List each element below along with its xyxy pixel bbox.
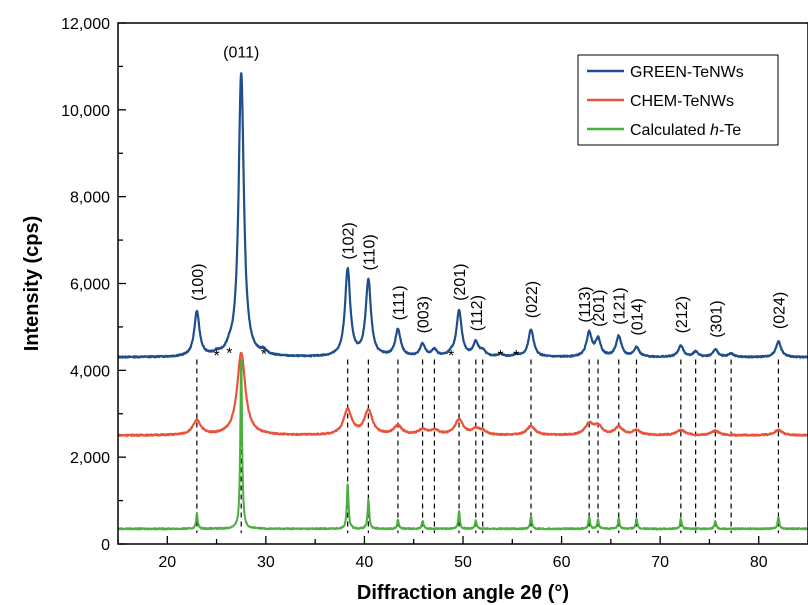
peak-label: (201) [452,264,469,301]
y-tick-label: 8,000 [70,190,110,207]
peak-label: (111) [391,285,408,320]
legend-label: CHEM-TeNWs [630,93,734,110]
x-tick-label: 50 [454,554,472,571]
peak-label: (022) [524,281,541,318]
peak-label: (212) [674,296,691,333]
peak-label: (121) [612,287,629,324]
y-tick-label: 4,000 [70,363,110,380]
x-axis-ticks: 20 30 40 50 60 70 80 [117,536,808,571]
peak-label: (301) [708,300,725,337]
y-axis-title: Intensity (cps) [21,216,43,352]
star-marker: * [497,348,503,365]
y-tick-label: 12,000 [61,16,110,33]
x-axis-title: Diffraction angle 2θ (°) [357,582,569,604]
peak-label: (113) [577,286,594,322]
x-tick-label: 60 [553,554,571,571]
star-marker: * [261,346,267,363]
x-tick-label: 70 [651,554,669,571]
y-tick-label: 6,000 [70,277,110,294]
y-tick-label: 2,000 [70,450,110,467]
peak-label: (201) [591,290,608,327]
series-line [117,351,808,437]
peak-label: (011) [223,45,259,62]
x-tick-label: 40 [356,554,374,571]
star-marker: * [226,346,232,363]
y-tick-label: 0 [101,537,110,554]
series-line [117,72,808,359]
legend: GREEN-TeNWs CHEM-TeNWs Calculated h-Te [577,54,779,146]
series-line [117,358,808,531]
peak-label: (014) [629,298,646,335]
peak-label: (024) [771,292,788,329]
star-marker: * [513,348,519,365]
y-tick-label: 10,000 [61,103,110,120]
star-markers: * * * * * * [213,346,519,365]
legend-label: GREEN-TeNWs [630,64,744,81]
peak-labels: (100)(011)(102) (110)(111) (003)(201)(112)… [190,45,789,338]
peak-label: (003) [416,296,433,333]
x-tick-label: 20 [158,554,176,571]
y-axis-ticks: 0 2,000 4,000 6,000 8,000 10,000 12,000 [61,16,126,554]
peak-label: (102) [341,222,358,259]
star-marker: * [448,348,454,365]
star-marker: * [213,348,219,365]
series-lines [117,72,808,531]
x-tick-label: 30 [257,554,275,571]
peak-label: (110) [361,234,378,270]
x-tick-label: 80 [750,554,768,571]
peak-label: (112) [469,295,486,331]
peak-label: (100) [190,264,207,301]
legend-label: Calculated h-Te [630,122,741,139]
